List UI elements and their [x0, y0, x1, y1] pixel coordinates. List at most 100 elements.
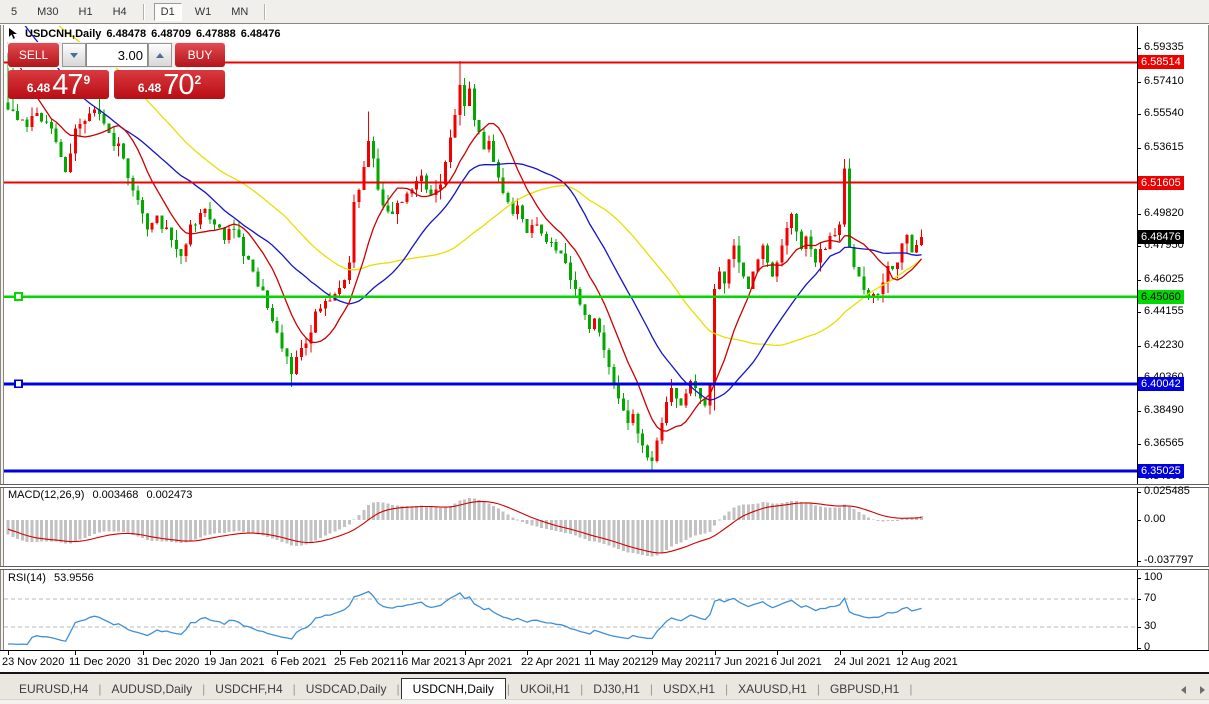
timeframe-button-D1[interactable]: D1	[153, 2, 182, 21]
axis-tick	[1137, 246, 1141, 247]
timeframe-button-H4[interactable]: H4	[112, 5, 127, 18]
tab-divider: |	[649, 682, 653, 696]
price-tick-label: 6.53615	[1144, 141, 1184, 153]
timeframe-button-W1[interactable]: W1	[194, 5, 212, 18]
axis-tick	[1137, 599, 1141, 600]
date-tick	[143, 651, 144, 655]
macd-tick-label: 0.00	[1144, 513, 1166, 525]
price-level-badge: 6.45060	[1138, 290, 1184, 304]
axis-tick	[1137, 520, 1141, 521]
axis-tick	[1137, 312, 1141, 313]
ma-slow-line	[58, 26, 922, 346]
volume-decrease-button[interactable]	[62, 43, 86, 67]
macd-value-2: 0.002473	[146, 489, 193, 501]
price-tick-label: 6.44155	[1144, 305, 1184, 317]
tab-divider: |	[506, 682, 511, 696]
date-tick	[652, 651, 653, 655]
tab-dj30-h1[interactable]: DJ30,H1	[593, 682, 640, 696]
date-label: 23 Nov 2020	[2, 656, 65, 668]
tab-gbpusd-h1[interactable]: GBPUSD,H1	[829, 682, 900, 696]
date-label: 19 Jan 2021	[204, 656, 265, 668]
triangle-up-icon	[156, 52, 164, 58]
tab-ukoil-h1[interactable]: UKOil,H1	[520, 682, 571, 696]
cursor-arrow-icon	[9, 28, 17, 39]
timeframe-button-5[interactable]: 5	[11, 5, 18, 18]
tab-divider: |	[816, 682, 820, 696]
date-label: 31 Dec 2020	[137, 656, 200, 668]
axis-tick	[1137, 48, 1141, 49]
price-level-badge: 6.51605	[1138, 176, 1184, 190]
volume-increase-button[interactable]	[148, 43, 172, 67]
axis-tick	[1137, 214, 1141, 215]
date-label: 6 Feb 2021	[271, 656, 327, 668]
tab-divider: |	[98, 682, 102, 696]
tab-xauusd-h1[interactable]: XAUUSD,H1	[738, 682, 807, 696]
volume-input[interactable]	[86, 43, 148, 67]
timeframe-button-M30[interactable]: M30	[37, 5, 59, 18]
date-tick	[75, 651, 76, 655]
tab-divider: |	[725, 682, 729, 696]
date-label: 29 May 2021	[646, 656, 710, 668]
buy-price-display[interactable]: 6.48 70 2	[114, 70, 225, 100]
sell-price-prefix: 6.48	[26, 81, 51, 95]
axis-tick	[1137, 648, 1141, 649]
status-strip	[0, 699, 1209, 704]
price-level-badge: 6.40042	[1138, 377, 1184, 391]
price-tick-label: 6.42230	[1144, 339, 1184, 351]
tab-eurusd-h4[interactable]: EURUSD,H4	[19, 682, 89, 696]
date-label: 16 Mar 2021	[396, 656, 458, 668]
price-level-badge: 6.35025	[1138, 464, 1184, 478]
time-axis-line	[0, 650, 1209, 651]
timeframe-button-MN[interactable]: MN	[231, 5, 249, 18]
rsi-tick-label: 100	[1144, 571, 1163, 583]
price-tick-label: 6.46025	[1144, 273, 1184, 285]
tabs-scroll-right-icon[interactable]	[1200, 686, 1205, 694]
chart-canvas[interactable]	[4, 26, 1137, 651]
rsi-panel-splitter[interactable]	[0, 566, 1209, 570]
tab-usdcnh-daily[interactable]: USDCNH,Daily	[400, 678, 506, 700]
chart-open-value: 6.48478	[106, 28, 147, 40]
timeframe-button-H1[interactable]: H1	[78, 5, 93, 18]
window-left-border	[0, 25, 1, 672]
macd-panel-splitter[interactable]	[0, 484, 1209, 488]
date-label: 11 May 2021	[584, 656, 647, 668]
axis-tick	[1137, 346, 1141, 347]
macd-name: MACD(12,26,9)	[8, 489, 85, 501]
sell-button[interactable]: SELL	[8, 43, 59, 67]
date-tick	[527, 651, 528, 655]
tab-divider: |	[396, 682, 400, 696]
axis-tick	[1137, 578, 1141, 579]
date-label: 24 Jul 2021	[834, 656, 891, 668]
tab-audusd-daily[interactable]: AUDUSD,Daily	[111, 682, 193, 696]
ma-fast-line	[7, 42, 922, 432]
price-scale: 6.59335 6.57410 6.55540 6.53615 6.49820 6.479…	[1137, 0, 1209, 704]
date-tick	[340, 651, 341, 655]
tab-usdchf-h4[interactable]: USDCHF,H4	[215, 682, 283, 696]
rsi-panel-canvas	[4, 590, 1137, 646]
date-tick	[715, 651, 716, 655]
chart-symbol-label: USDCNH,Daily	[25, 28, 102, 40]
time-scale: 23 Nov 2020 11 Dec 2020 31 Dec 2020 19 Jan …	[0, 651, 1209, 672]
chart-close-value: 6.48476	[240, 28, 281, 40]
rsi-line	[8, 590, 922, 646]
axis-tick	[1137, 492, 1141, 493]
tab-usdcad-daily[interactable]: USDCAD,Daily	[305, 682, 387, 696]
rsi-indicator-label: RSI(14) 53.9556	[8, 572, 99, 584]
rsi-value: 53.9556	[53, 572, 94, 584]
price-tick-label: 6.36565	[1144, 437, 1184, 449]
date-label: 25 Feb 2021	[334, 656, 396, 668]
buy-button[interactable]: BUY	[175, 43, 225, 67]
chart-tabs: EURUSD,H4 | AUDUSD,Daily | USDCHF,H4 | USDCAD,…	[10, 678, 913, 700]
chart-left-border	[3, 25, 4, 672]
tabs-scroll-left-icon[interactable]	[1181, 686, 1186, 694]
price-level-badge: 6.58514	[1138, 55, 1184, 69]
tab-usdx-h1[interactable]: USDX,H1	[663, 682, 716, 696]
candlesticks	[6, 53, 923, 471]
macd-panel-canvas	[6, 497, 923, 557]
chart-background	[4, 26, 1137, 651]
price-axis-line	[1137, 26, 1138, 651]
sell-price-display[interactable]: 6.48 47 9	[8, 70, 109, 100]
price-tick-label: 6.55540	[1144, 107, 1184, 119]
date-tick	[277, 651, 278, 655]
